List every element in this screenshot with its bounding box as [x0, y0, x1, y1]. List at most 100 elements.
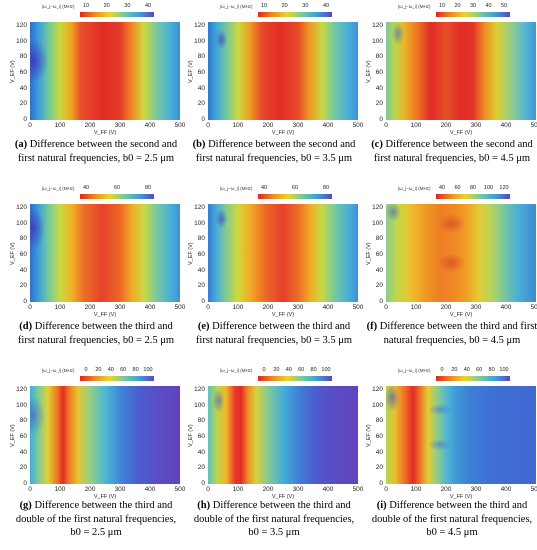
figure-panel-i: |ω_j−ω_i| (MHz) 0 20 40 60 80 100 0 20 40 60 80 100 1…: [366, 364, 537, 544]
figure-panel-b: |ω_j−ω_i| (MHz) 10 20 30 40 0 20 40 60 80 100 120 V_…: [188, 0, 363, 180]
colorbar: [80, 194, 154, 199]
y-tick-label: 40: [19, 266, 27, 274]
heatmap-plot-area: [386, 22, 536, 120]
y-tick-label: 80: [375, 417, 383, 425]
colorbar-tick-label: 60: [476, 367, 483, 373]
y-tick-label: 20: [197, 100, 205, 108]
colorbar-tick-label: 60: [113, 185, 121, 191]
x-tick-label: 0: [384, 122, 388, 129]
y-tick-label: 60: [19, 432, 27, 440]
figure-panel-f: |ω_j−ω_i| (MHz) 40 60 80 100 120 0 20 40 60 80 100 1…: [366, 182, 537, 362]
colorbar-tick-label: 30: [124, 3, 131, 9]
colorbar-label: |ω_j−ω_i| (MHz): [220, 186, 253, 191]
heatmap-overlay: [30, 22, 180, 120]
heatmap-plot-area: [386, 386, 536, 484]
heatmap-overlay: [386, 204, 536, 302]
colorbar-tick-label: 80: [132, 367, 139, 373]
panel-letter: (a): [14, 139, 28, 150]
x-tick-label: 500: [530, 486, 537, 493]
y-axis-label: V_EF (V): [366, 242, 372, 265]
colorbar-tick-label: 80: [144, 185, 152, 191]
colorbar-tick-label: 40: [260, 185, 268, 191]
x-tick-label: 500: [174, 304, 186, 311]
caption-line: first natural frequencies, b0 = 2.5 μm: [10, 152, 182, 166]
y-tick-label: 20: [197, 282, 205, 290]
caption-text: Difference between the third and first: [379, 321, 537, 332]
panel-caption: (i) Difference between the third and doub…: [366, 499, 537, 540]
figure-panel-d: |ω_j−ω_i| (MHz) 40 60 80 0 20 40 60 80 100 120 V_EF…: [10, 182, 185, 362]
heatmap-plot-area: [30, 204, 180, 302]
caption-text: b0 = 3.5 μm: [248, 527, 300, 538]
colorbar-label: |ω_j−ω_i| (MHz): [398, 186, 431, 191]
x-tick-label: 400: [322, 122, 334, 129]
x-tick-label: 300: [292, 304, 304, 311]
x-tick-label: 300: [114, 486, 126, 493]
x-tick-label: 0: [28, 304, 32, 311]
x-tick-label: 0: [28, 122, 32, 129]
y-tick-label: 60: [19, 68, 27, 76]
y-tick-label: 100: [372, 219, 383, 227]
y-tick-label: 40: [375, 448, 383, 456]
x-tick-label: 400: [322, 486, 334, 493]
y-tick-label: 40: [19, 448, 27, 456]
panel-letter: (g): [19, 500, 32, 511]
caption-line: (f) Difference between the third and fir…: [366, 320, 537, 334]
x-axis-label: V_FF (V): [271, 312, 295, 318]
y-tick-label: 100: [194, 37, 205, 45]
panel-letter: (c): [371, 139, 383, 150]
colorbar: [436, 376, 510, 381]
y-tick-label: 40: [197, 84, 205, 92]
y-tick-label: 80: [19, 235, 27, 243]
caption-line: (h) Difference between the third and: [188, 499, 360, 513]
heatmap-plot-area: [208, 204, 358, 302]
colorbar-tick-label: 80: [310, 367, 317, 373]
x-tick-label: 200: [84, 486, 96, 493]
panel-letter: (e): [197, 321, 210, 332]
panel-caption: (g) Difference between the third and doub…: [10, 499, 182, 540]
caption-text: first natural frequencies, b0 = 4.5 μm: [373, 152, 531, 164]
x-tick-label: 300: [470, 304, 482, 311]
y-tick-label: 80: [19, 417, 27, 425]
colorbar-tick-label: 40: [322, 3, 330, 9]
colorbar-tick-label: 30: [302, 3, 309, 9]
heatmap-overlay: [30, 386, 180, 484]
colorbar-tick-label: 40: [82, 185, 90, 191]
heatmap-plot-area: [208, 386, 358, 484]
figure-panel-c: |ω_j−ω_i| (MHz) 10 20 30 40 50 0 20 40 60 80 100 120…: [366, 0, 537, 180]
y-tick-label: 60: [197, 68, 205, 76]
panel-letter: (b): [192, 139, 206, 150]
colorbar: [258, 12, 332, 17]
x-tick-label: 200: [84, 122, 96, 129]
colorbar-tick-label: 40: [107, 367, 114, 373]
x-tick-label: 0: [206, 486, 210, 493]
y-tick-label: 100: [194, 219, 205, 227]
caption-text: Difference between the third and: [212, 321, 351, 332]
colorbar-tick-label: 30: [469, 3, 477, 9]
y-tick-label: 40: [375, 84, 383, 92]
x-tick-label: 200: [440, 486, 452, 493]
x-axis-label: V_FF (V): [93, 312, 117, 318]
x-tick-label: 100: [232, 304, 244, 311]
x-axis-label: V_FF (V): [271, 130, 295, 136]
y-tick-label: 100: [372, 401, 383, 409]
colorbar-label: |ω_j−ω_i| (MHz): [220, 4, 253, 9]
x-tick-label: 200: [262, 122, 274, 129]
caption-text: Difference between the second and: [29, 139, 178, 150]
caption-text: Difference between the third and: [389, 500, 528, 511]
x-tick-label: 500: [174, 122, 186, 129]
heatmap-plot-area: [208, 22, 358, 120]
y-axis-label: V_EF (V): [366, 424, 372, 447]
caption-line: b0 = 3.5 μm: [188, 526, 360, 540]
caption-text: Difference between the second and: [208, 139, 356, 150]
y-axis-label: V_EF (V): [188, 242, 194, 265]
x-tick-label: 500: [352, 304, 364, 311]
x-axis-label: V_FF (V): [93, 494, 117, 500]
x-tick-label: 0: [384, 304, 388, 311]
caption-line: (c) Difference between the second and: [366, 138, 537, 152]
y-tick-label: 60: [19, 250, 27, 258]
x-tick-label: 0: [206, 122, 210, 129]
caption-line: double of the first natural frequencies,: [188, 513, 360, 527]
y-tick-label: 0: [379, 480, 383, 487]
colorbar-tick-label: 20: [273, 367, 280, 373]
colorbar-tick-label: 120: [499, 185, 509, 191]
